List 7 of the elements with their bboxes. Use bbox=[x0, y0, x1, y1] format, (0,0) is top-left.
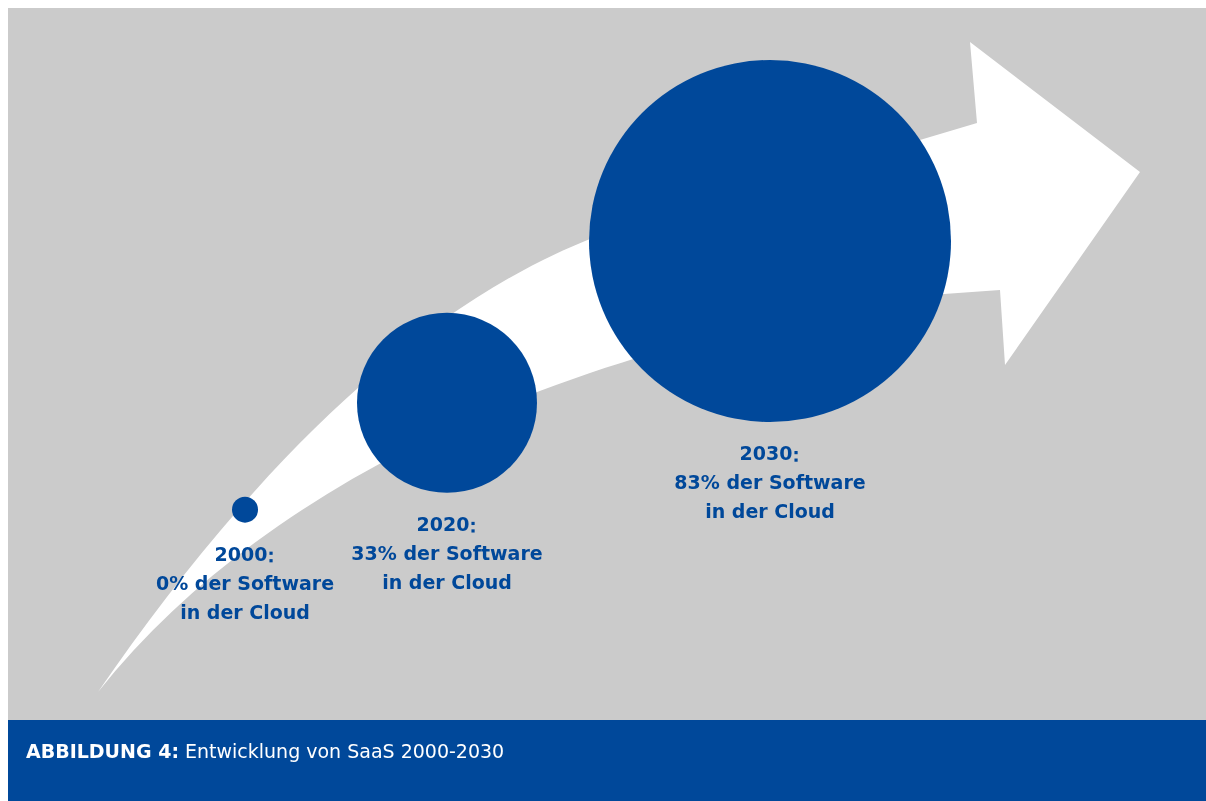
category-label: 2030 bbox=[739, 442, 793, 465]
data-label: 33% der Software in der Cloud bbox=[351, 542, 543, 594]
category-label: 2000 bbox=[214, 543, 268, 566]
text: ABBILDUNG 4: Entwicklung von SaaS 2000-2030 bbox=[26, 740, 505, 762]
data-label: 83% der Software in der Cloud bbox=[674, 471, 866, 523]
data-label: 0% der Software in der Cloud bbox=[155, 572, 335, 624]
category-label: 2020 bbox=[416, 513, 470, 536]
